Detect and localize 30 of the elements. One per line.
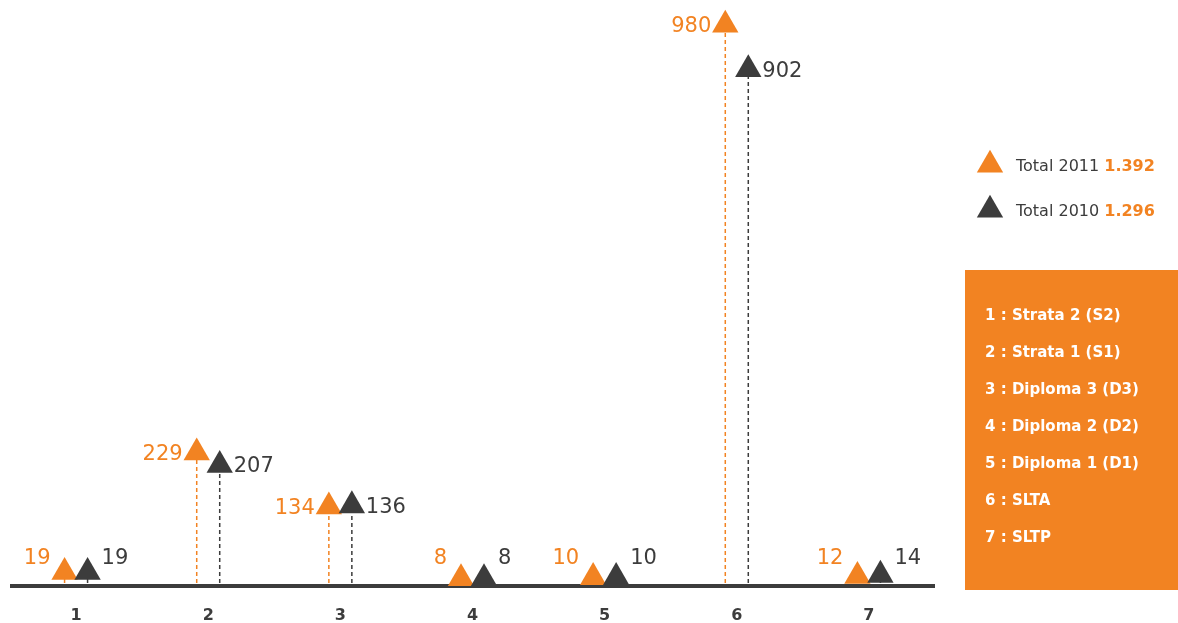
x-tick-label: 3: [334, 605, 346, 623]
data-label: 902: [762, 57, 803, 82]
data-label: 136: [365, 493, 406, 518]
text: 7 : SLTP: [985, 528, 1051, 546]
text: 6 : SLTA: [985, 491, 1051, 509]
x-tick-label: 4: [466, 605, 479, 623]
data-label: 19: [23, 545, 51, 570]
data-label: 10: [630, 545, 657, 570]
x-tick-label: 1: [70, 605, 82, 623]
data-label: 19: [101, 545, 129, 570]
text: 5 : Diploma 1 (D1): [985, 454, 1139, 472]
text: 3 : Diploma 3 (D3): [985, 380, 1139, 398]
data-label: 14: [894, 545, 922, 570]
x-tick-label: 6: [731, 605, 743, 623]
data-label: 8: [498, 545, 512, 570]
data-label: 8: [433, 545, 447, 570]
text: 2 : Strata 1 (S1): [985, 343, 1121, 361]
x-tick-label: 5: [599, 605, 611, 623]
x-tick-label: 7: [863, 605, 875, 623]
data-label: 207: [233, 453, 274, 478]
data-label: 980: [671, 13, 712, 38]
data-label: 10: [552, 545, 580, 570]
text: 1 : Strata 2 (S2): [985, 306, 1121, 324]
x-tick-label: 2: [202, 605, 214, 623]
text: 4 : Diploma 2 (D2): [985, 417, 1139, 435]
data-label: 229: [142, 440, 183, 465]
data-label: 134: [274, 495, 315, 520]
data-label: 12: [816, 545, 844, 570]
legend-label: Total 2010 1.296: [1015, 201, 1155, 220]
legend-label: Total 2011 1.392: [1015, 156, 1155, 175]
